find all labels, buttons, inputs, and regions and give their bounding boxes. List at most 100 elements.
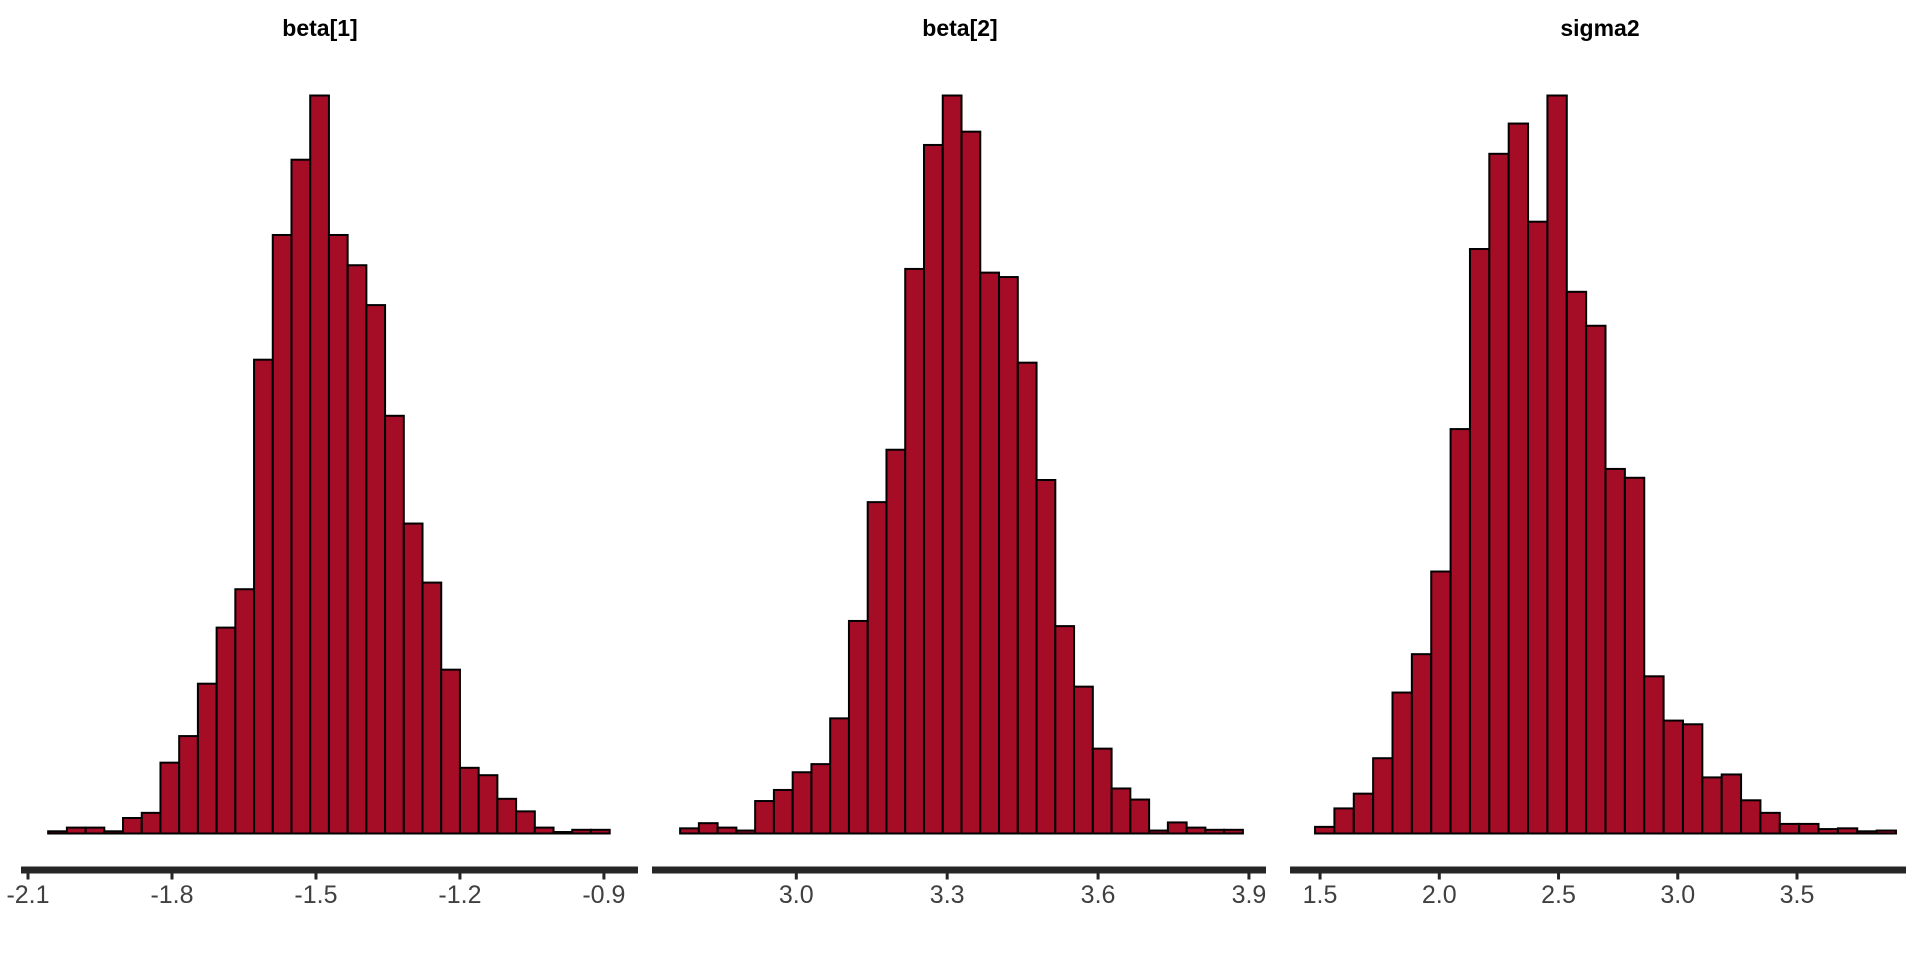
x-axis-tick — [458, 873, 462, 880]
histogram-bar — [1585, 324, 1607, 835]
x-axis-tick — [794, 873, 798, 880]
histogram-bar — [402, 522, 424, 835]
x-axis-tick-label: -1.5 — [294, 881, 337, 909]
histogram-bar — [697, 822, 719, 835]
histogram-bar — [1507, 122, 1530, 835]
histogram-bar — [847, 619, 869, 835]
histogram-bar — [1035, 479, 1057, 835]
x-axis-tick-label: -0.9 — [582, 881, 625, 909]
histogram-bar — [309, 94, 330, 835]
histogram-bar — [1185, 826, 1207, 835]
histogram-bar — [1333, 807, 1355, 835]
histogram-bar — [1565, 290, 1588, 835]
histogram-bar — [1372, 757, 1394, 835]
x-axis-tick — [945, 873, 949, 880]
histogram-bar — [1488, 152, 1510, 835]
histogram-bar — [589, 828, 611, 835]
histogram-bar — [1778, 822, 1801, 835]
panel-beta2: beta[2] 3.0 3.3 3.6 3.9 — [640, 0, 1280, 960]
histogram-sigma2: 1.5 2.0 2.5 3.0 3.5 — [1290, 94, 1906, 909]
histogram-bar — [1204, 828, 1226, 835]
panel-beta1: beta[1] -2.1 -1.8 -1.5 -1.2 -0.9 — [0, 0, 640, 960]
histogram-bar — [1110, 787, 1132, 835]
histogram-bar — [1314, 825, 1336, 835]
histogram-bar — [159, 761, 181, 835]
x-axis-tick — [1557, 873, 1561, 880]
histogram-bar — [533, 826, 555, 835]
histogram-bar — [941, 94, 963, 835]
histogram-bar — [1662, 719, 1684, 835]
x-axis-tick-label: 3.6 — [1081, 881, 1116, 909]
histogram-bar — [1623, 476, 1646, 835]
x-axis-tick — [1096, 873, 1100, 880]
histogram-bar — [1091, 747, 1113, 835]
histogram-bars — [1314, 94, 1897, 835]
histogram-bar — [1604, 467, 1626, 835]
histogram-bar — [1073, 685, 1094, 835]
histogram-bar — [178, 735, 199, 835]
histogram-bar — [1527, 220, 1549, 835]
x-axis-line — [21, 866, 638, 874]
x-axis-tick-label: -1.2 — [438, 881, 481, 909]
histogram-bar — [84, 826, 106, 835]
histogram-bar — [1391, 691, 1413, 835]
histogram-bar — [234, 588, 256, 835]
x-axis-tick — [1247, 873, 1251, 880]
x-axis-tick-label: 3.3 — [930, 881, 965, 909]
histogram-bar — [791, 771, 813, 835]
histogram-bar — [1410, 653, 1433, 835]
x-axis-tick — [170, 873, 174, 880]
histogram-bar — [1223, 828, 1244, 835]
histogram-bar — [65, 826, 87, 835]
histogram-bars — [679, 94, 1244, 835]
histogram-bar — [1148, 829, 1169, 835]
histogram-bar — [1875, 829, 1897, 835]
x-axis-tick-label: 3.9 — [1232, 881, 1267, 909]
histogram-bar — [215, 626, 237, 835]
histogram-bar — [1836, 827, 1859, 835]
histogram-bar — [904, 267, 925, 835]
histogram-bar — [515, 810, 536, 835]
x-axis-tick-label: -2.1 — [6, 881, 49, 909]
histogram-bar — [103, 830, 125, 835]
x-axis-tick — [1318, 873, 1322, 880]
histogram-bar — [979, 271, 1001, 835]
histogram-bar — [47, 830, 68, 835]
histogram-bar — [1352, 792, 1375, 835]
histogram-bar — [735, 829, 757, 835]
histogram-bar — [140, 811, 162, 835]
histogram-bar — [1129, 798, 1151, 835]
panel-title-beta1: beta[1] — [282, 15, 358, 41]
histogram-bar — [196, 682, 218, 835]
histogram-bar — [458, 766, 480, 835]
x-axis-tick — [1437, 873, 1441, 880]
histogram-bar — [679, 827, 700, 835]
histogram-bar — [885, 448, 907, 835]
histogram-bar — [346, 264, 368, 835]
histogram-bar — [1449, 428, 1471, 835]
x-axis-tick-label: 1.5 — [1303, 881, 1338, 909]
histogram-bar — [271, 233, 293, 835]
panel-sigma2: sigma2 1.5 2.0 2.5 3.0 3.5 — [1280, 0, 1920, 960]
histogram-bar — [365, 304, 387, 835]
x-axis-tick — [602, 873, 606, 880]
histogram-bar — [1798, 822, 1820, 835]
histogram-bar — [1546, 94, 1568, 835]
histogram-bar — [716, 826, 738, 835]
x-axis-tick-label: 3.5 — [1780, 881, 1815, 909]
histogram-bar — [1759, 811, 1781, 835]
histogram-bar — [998, 276, 1019, 835]
histogram-bar — [866, 501, 888, 835]
histogram-bar — [1468, 248, 1491, 835]
histogram-bar — [384, 414, 405, 835]
histogram-bar — [829, 717, 850, 835]
x-axis-tick — [1676, 873, 1680, 880]
histogram-bar — [1701, 776, 1723, 835]
histogram-bar — [1817, 828, 1839, 835]
histogram-bar — [253, 358, 274, 835]
histogram-bar — [1856, 830, 1878, 835]
histogram-bar — [922, 143, 944, 835]
x-axis-tick — [26, 873, 30, 880]
histogram-bar — [1681, 723, 1704, 835]
histogram-bar — [1643, 675, 1665, 835]
